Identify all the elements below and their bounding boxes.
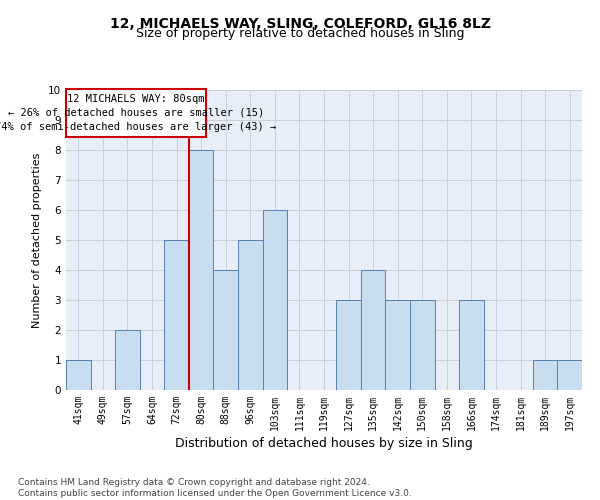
Y-axis label: Number of detached properties: Number of detached properties [32, 152, 43, 328]
Bar [410, 300, 434, 390]
Bar [115, 330, 140, 390]
Bar [66, 360, 91, 390]
Bar [385, 300, 410, 390]
FancyBboxPatch shape [66, 88, 206, 136]
Text: 12, MICHAELS WAY, SLING, COLEFORD, GL16 8LZ: 12, MICHAELS WAY, SLING, COLEFORD, GL16 … [110, 18, 491, 32]
Text: 12 MICHAELS WAY: 80sqm
← 26% of detached houses are smaller (15)
74% of semi-det: 12 MICHAELS WAY: 80sqm ← 26% of detached… [0, 94, 277, 132]
Bar [164, 240, 189, 390]
Bar [361, 270, 385, 390]
Bar [263, 210, 287, 390]
Bar [214, 270, 238, 390]
Bar [238, 240, 263, 390]
Bar [557, 360, 582, 390]
Text: Size of property relative to detached houses in Sling: Size of property relative to detached ho… [136, 28, 464, 40]
Bar [336, 300, 361, 390]
Bar [533, 360, 557, 390]
X-axis label: Distribution of detached houses by size in Sling: Distribution of detached houses by size … [175, 437, 473, 450]
Bar [459, 300, 484, 390]
Text: Contains HM Land Registry data © Crown copyright and database right 2024.
Contai: Contains HM Land Registry data © Crown c… [18, 478, 412, 498]
Bar [189, 150, 214, 390]
